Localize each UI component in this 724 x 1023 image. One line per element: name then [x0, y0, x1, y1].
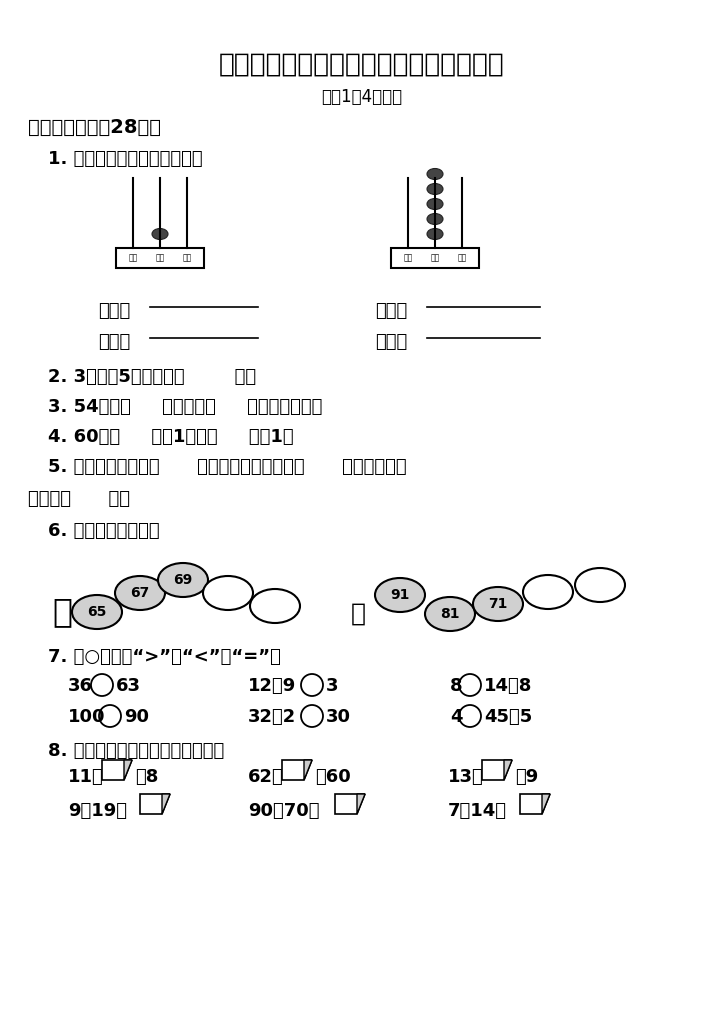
- Text: 14）8: 14）8: [484, 677, 532, 695]
- Text: 62）: 62）: [248, 768, 284, 786]
- Circle shape: [91, 674, 113, 696]
- Text: 4. 60比（     ）少1，比（     ）多1。: 4. 60比（ ）少1，比（ ）多1。: [48, 428, 294, 446]
- Text: 位数是（      ）。: 位数是（ ）。: [28, 490, 130, 508]
- Ellipse shape: [152, 228, 168, 239]
- Text: 63: 63: [116, 677, 141, 695]
- Circle shape: [459, 705, 481, 727]
- Text: 30: 30: [326, 708, 351, 726]
- Polygon shape: [542, 794, 550, 814]
- Text: （第1～4单元）: （第1～4单元）: [321, 88, 403, 106]
- Text: 读作：: 读作：: [375, 333, 407, 351]
- Ellipse shape: [523, 575, 573, 609]
- Ellipse shape: [250, 589, 300, 623]
- Ellipse shape: [427, 214, 443, 224]
- Text: 67: 67: [130, 586, 150, 601]
- Text: 90: 90: [124, 708, 149, 726]
- Text: 11）: 11）: [68, 768, 104, 786]
- Text: ＝60: ＝60: [315, 768, 350, 786]
- Text: 9＝19）: 9＝19）: [68, 802, 127, 820]
- Circle shape: [459, 674, 481, 696]
- Polygon shape: [304, 760, 312, 780]
- Text: 百位: 百位: [403, 254, 413, 263]
- Text: 写作：: 写作：: [98, 302, 130, 320]
- Ellipse shape: [425, 597, 475, 631]
- Text: 69: 69: [173, 573, 193, 587]
- Text: 91: 91: [390, 588, 410, 602]
- Text: 7. 在○里填上“>”、“<”或“=”。: 7. 在○里填上“>”、“<”或“=”。: [48, 648, 281, 666]
- Polygon shape: [140, 794, 170, 814]
- Text: 个位: 个位: [458, 254, 467, 263]
- Text: 一、填一填。（28分）: 一、填一填。（28分）: [28, 118, 161, 137]
- Bar: [116, 248, 204, 268]
- Text: 8: 8: [450, 677, 463, 695]
- Ellipse shape: [427, 183, 443, 194]
- Text: 百位: 百位: [128, 254, 138, 263]
- Circle shape: [301, 674, 323, 696]
- Text: 6. 找规律，填一填。: 6. 找规律，填一填。: [48, 522, 159, 540]
- Text: 写作：: 写作：: [375, 302, 407, 320]
- Text: 3: 3: [326, 677, 339, 695]
- Ellipse shape: [427, 198, 443, 210]
- Ellipse shape: [158, 563, 208, 597]
- Text: 32）2: 32）2: [248, 708, 296, 726]
- Text: 个位: 个位: [182, 254, 192, 263]
- Text: 1. 读、写下面计算器上是数。: 1. 读、写下面计算器上是数。: [48, 150, 203, 168]
- Text: 81: 81: [440, 607, 460, 621]
- Text: 4: 4: [450, 708, 463, 726]
- Polygon shape: [124, 760, 132, 780]
- Text: 71: 71: [488, 597, 508, 611]
- Ellipse shape: [203, 576, 253, 610]
- Text: 人教版小学数学一年级下册期中检测试卷: 人教版小学数学一年级下册期中检测试卷: [219, 52, 505, 78]
- Text: 3. 54是由（     ）个十和（     ）个一组成的。: 3. 54是由（ ）个十和（ ）个一组成的。: [48, 398, 322, 416]
- Polygon shape: [282, 760, 312, 780]
- Ellipse shape: [473, 587, 523, 621]
- Text: 读作：: 读作：: [98, 333, 130, 351]
- Polygon shape: [504, 760, 512, 780]
- Text: 36: 36: [68, 677, 93, 695]
- Circle shape: [301, 705, 323, 727]
- Text: 2. 3个十和5个一组成（        ）。: 2. 3个十和5个一组成（ ）。: [48, 368, 256, 386]
- Ellipse shape: [115, 576, 165, 610]
- Circle shape: [99, 705, 121, 727]
- Text: 100: 100: [68, 708, 106, 726]
- Bar: [391, 248, 479, 268]
- Text: 🏃: 🏃: [350, 602, 366, 626]
- Text: 🐓: 🐓: [52, 595, 72, 628]
- Text: ＝9: ＝9: [515, 768, 538, 786]
- Text: 7＝14）: 7＝14）: [448, 802, 507, 820]
- Polygon shape: [482, 760, 512, 780]
- Text: 65: 65: [88, 605, 106, 619]
- Polygon shape: [335, 794, 365, 814]
- Text: 13）: 13）: [448, 768, 484, 786]
- Ellipse shape: [72, 595, 122, 629]
- Text: ＝8: ＝8: [135, 768, 159, 786]
- Text: 十位: 十位: [430, 254, 439, 263]
- Polygon shape: [520, 794, 550, 814]
- Text: 45）5: 45）5: [484, 708, 532, 726]
- Text: 12）9: 12）9: [248, 677, 296, 695]
- Polygon shape: [162, 794, 170, 814]
- Text: 8. 纸片上代表什么数？请写出来。: 8. 纸片上代表什么数？请写出来。: [48, 742, 224, 760]
- Text: 5. 最大的一位数是（      ），最大的两位数是（      ），最小的三: 5. 最大的一位数是（ ），最大的两位数是（ ），最小的三: [48, 458, 407, 476]
- Text: 90＝70＋: 90＝70＋: [248, 802, 319, 820]
- Ellipse shape: [427, 228, 443, 239]
- Ellipse shape: [375, 578, 425, 612]
- Polygon shape: [102, 760, 132, 780]
- Ellipse shape: [427, 169, 443, 179]
- Polygon shape: [357, 794, 365, 814]
- Ellipse shape: [575, 568, 625, 602]
- Text: 十位: 十位: [156, 254, 164, 263]
